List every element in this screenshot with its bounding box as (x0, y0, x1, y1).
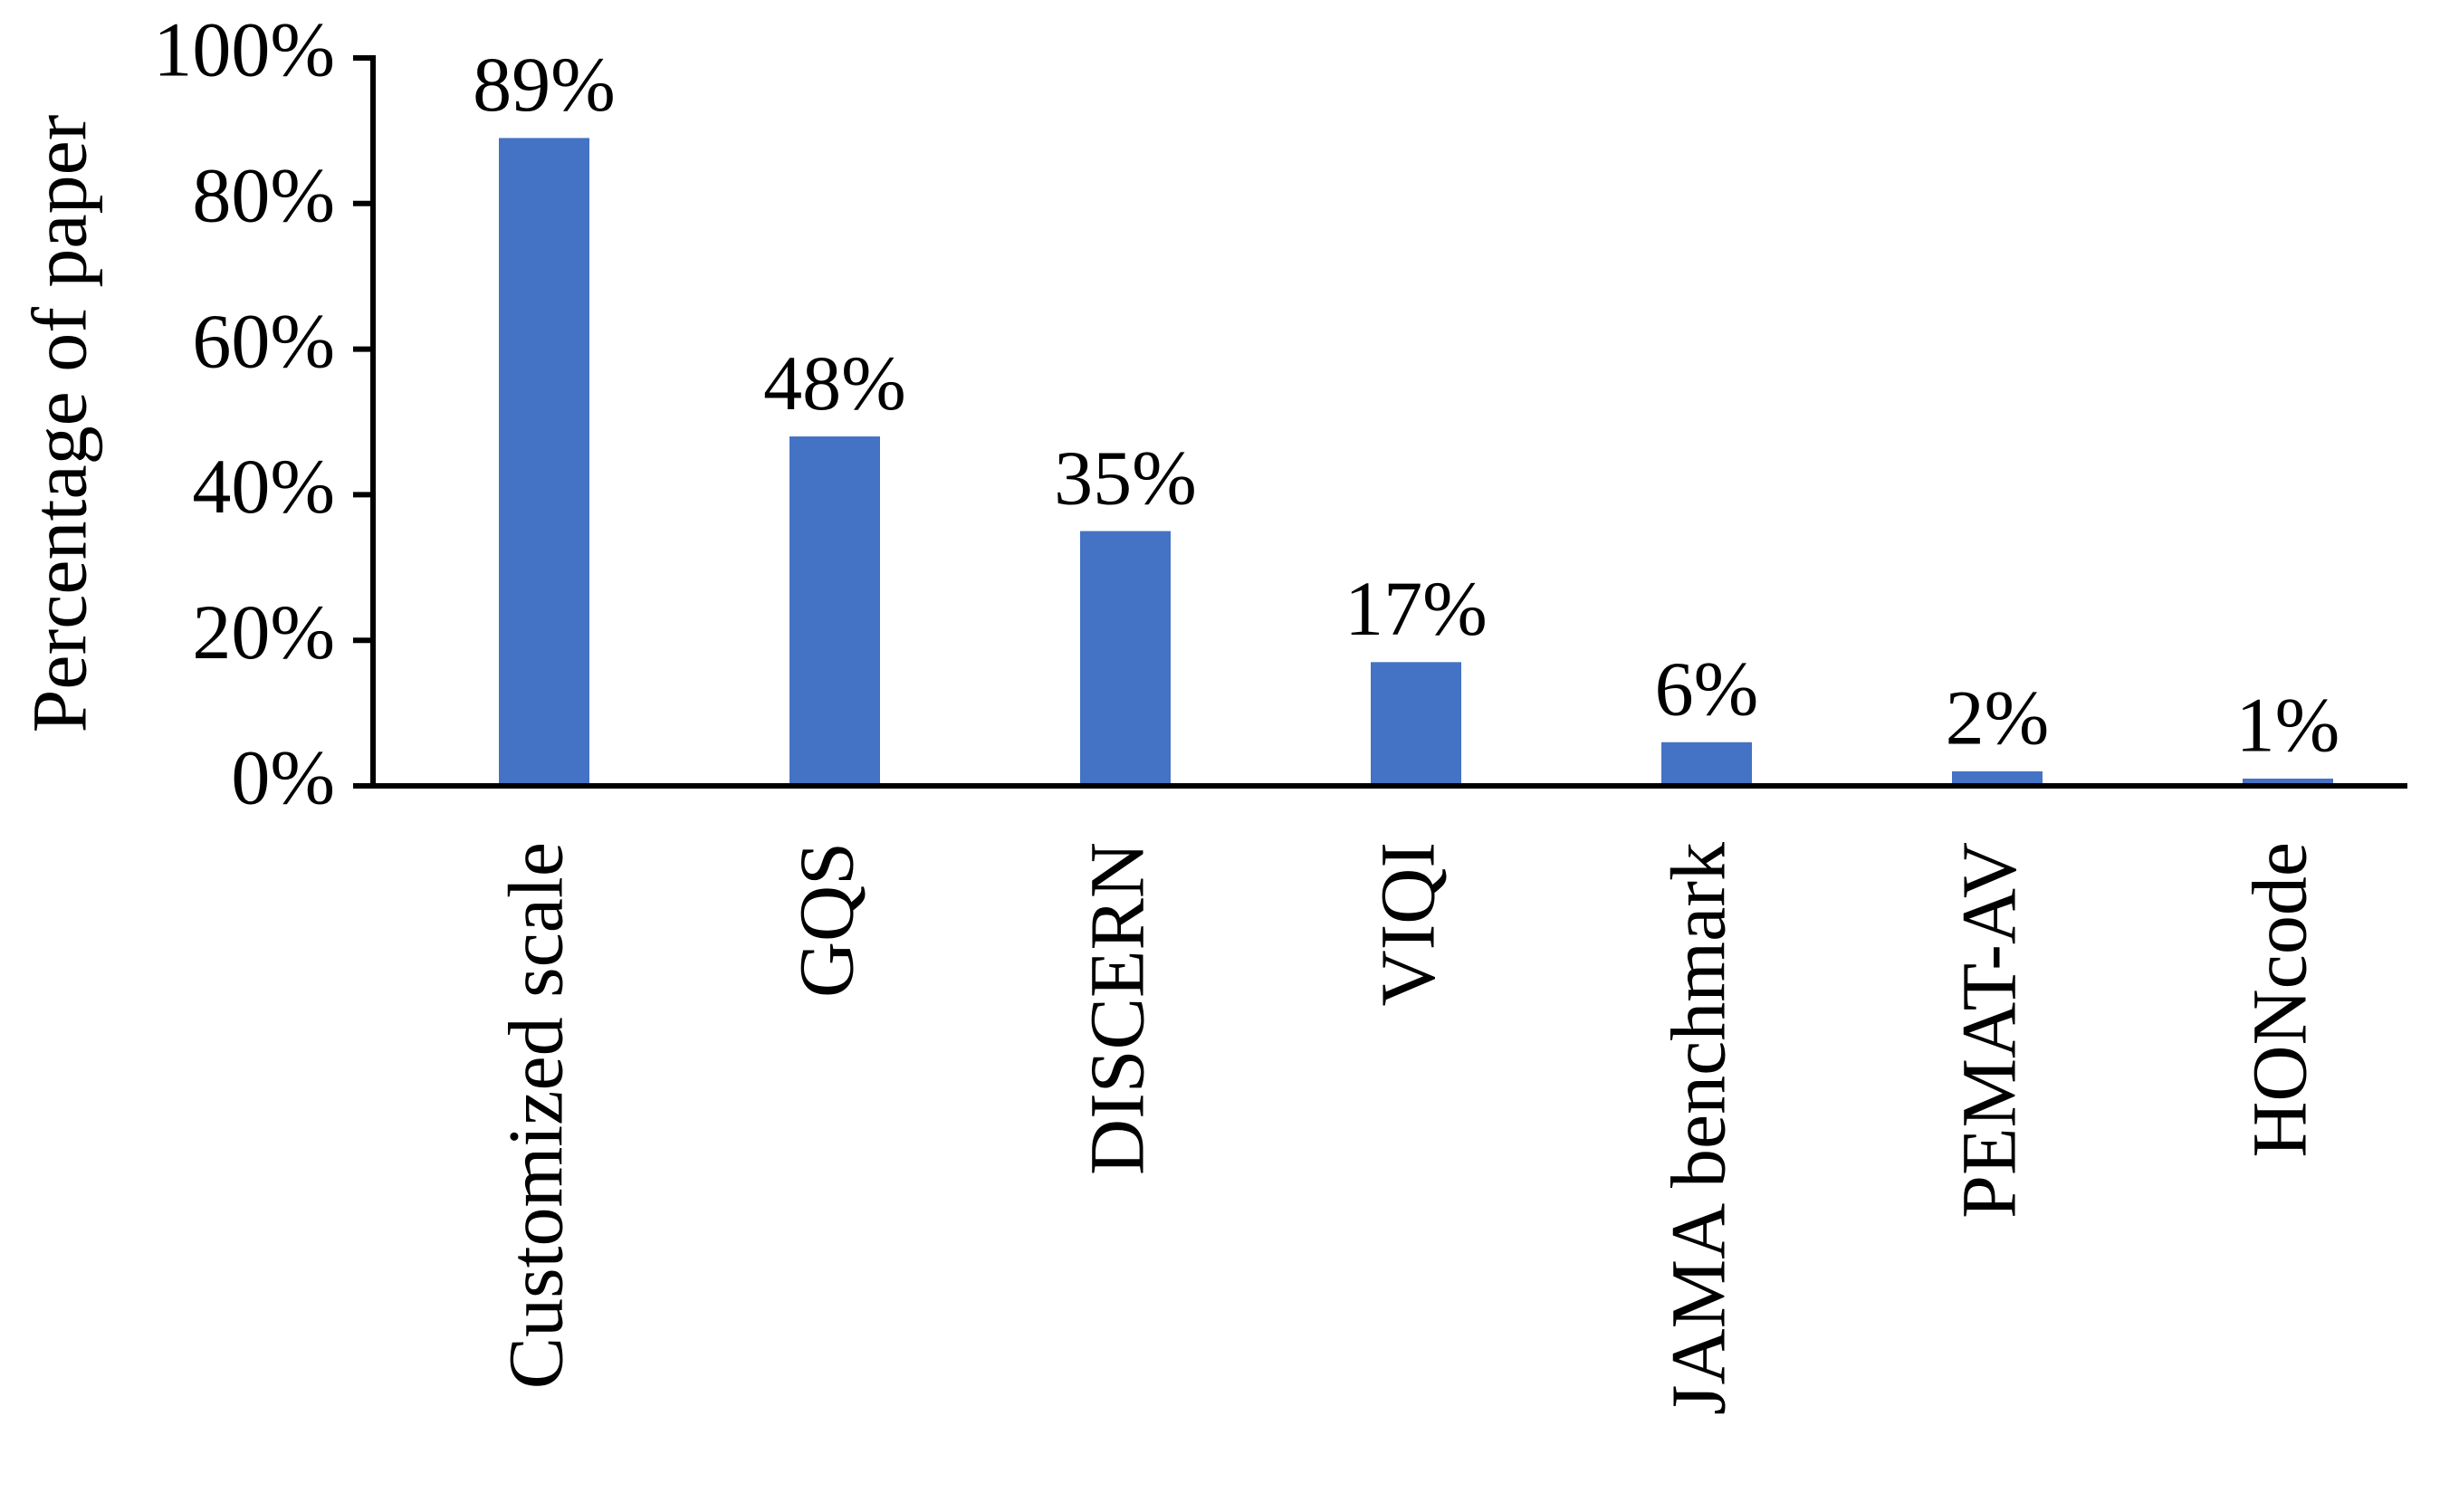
value-label: 89% (473, 41, 616, 128)
y-tick-label: 80% (192, 152, 335, 239)
x-tick-label: HONcode (2236, 842, 2323, 1158)
y-tick-label: 40% (192, 443, 335, 530)
y-tick-label: 100% (153, 6, 335, 93)
value-label: 1% (2236, 682, 2340, 769)
bar (2243, 778, 2333, 786)
bar (1661, 742, 1752, 786)
value-label: 6% (1655, 645, 1759, 732)
value-label: 17% (1344, 565, 1488, 652)
bar (1952, 770, 2043, 786)
bar (499, 138, 589, 786)
x-tick-label: PEMAT-AV (1946, 842, 2033, 1219)
y-tick-label: 60% (192, 297, 335, 384)
x-tick-label: VIQI (1364, 842, 1451, 1007)
y-tick-label: 20% (192, 589, 335, 675)
value-label: 48% (763, 340, 906, 426)
y-axis-title: Percentage of paper (16, 115, 103, 733)
x-tick-label: JAMA benchmark (1655, 842, 1742, 1415)
value-label: 2% (1946, 675, 2050, 761)
x-tick-label: Customized scale (493, 842, 579, 1389)
x-tick-label: GQS (783, 842, 870, 998)
value-label: 35% (1054, 434, 1197, 521)
y-tick-label: 0% (231, 734, 335, 821)
x-tick-label: DISCERN (1074, 842, 1161, 1175)
bar (1080, 531, 1171, 786)
bar (1371, 662, 1461, 786)
bar (789, 436, 880, 786)
